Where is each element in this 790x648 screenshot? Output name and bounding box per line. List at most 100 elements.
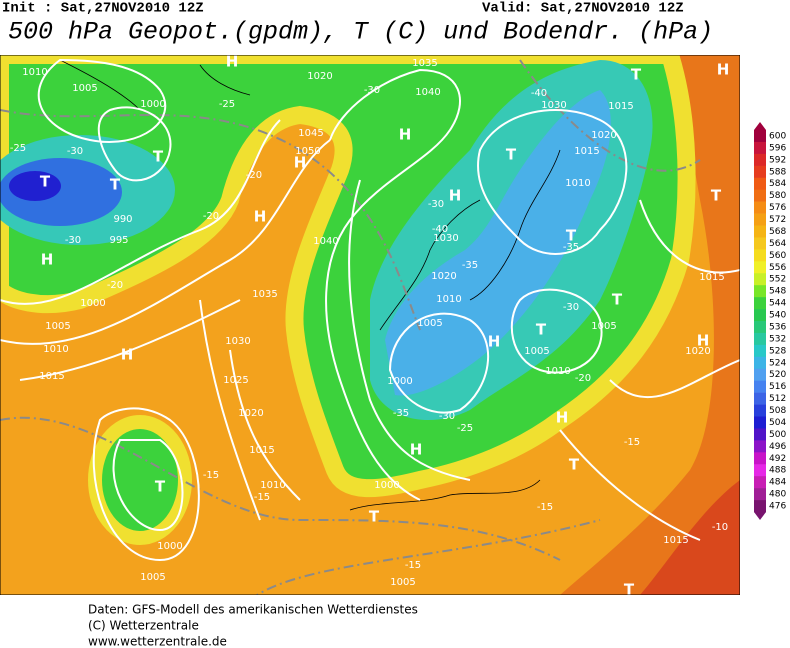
colorbar-label: 548	[769, 287, 786, 297]
colorbar-swatch	[754, 356, 766, 370]
contour-label: 1020	[431, 271, 456, 282]
pressure-center: T	[624, 581, 635, 599]
colorbar-label: 576	[769, 203, 786, 213]
contour-label: 1010	[436, 294, 461, 305]
colorbar-label: 552	[769, 275, 786, 285]
contour-label: -35	[563, 242, 579, 253]
colorbar-swatch	[754, 213, 766, 226]
colorbar-swatch	[754, 344, 766, 358]
contour-label: -25	[219, 99, 235, 110]
colorbar-swatch	[754, 261, 766, 274]
colorbar-label: 540	[769, 311, 786, 321]
pressure-center: H	[410, 441, 423, 459]
colorbar-label: 568	[769, 227, 786, 237]
contour-label: 1015	[699, 272, 724, 283]
pressure-center: H	[697, 332, 710, 350]
contour-label: 1020	[307, 71, 332, 82]
contour-label: 1010	[545, 366, 570, 377]
contour-label: 1005	[140, 572, 165, 583]
colorbar-label: 500	[769, 430, 786, 440]
contour-label: -30	[563, 302, 579, 313]
colorbar-arrow	[754, 512, 766, 520]
colorbar-swatch	[754, 380, 766, 393]
pressure-center: T	[569, 456, 580, 474]
contour-label: -15	[405, 560, 421, 571]
colorbar-swatch	[754, 488, 766, 501]
pressure-center: T	[536, 321, 547, 339]
pressure-center: H	[488, 333, 501, 351]
pressure-center: H	[226, 53, 239, 71]
contour-label: 1000	[80, 298, 105, 309]
contour-label: -20	[203, 211, 219, 222]
contour-label: -30	[439, 411, 455, 422]
colorbar-swatch	[754, 141, 766, 155]
contour-label: -40	[531, 88, 547, 99]
pressure-center: T	[612, 291, 623, 309]
contour-label: 1005	[417, 318, 442, 329]
coastline	[59, 59, 561, 511]
contour-label: -30	[65, 235, 81, 246]
colorbar-swatch	[754, 428, 766, 441]
contour-label: -25	[10, 143, 26, 154]
colorbar-label: 592	[769, 155, 786, 165]
contour-label: -30	[364, 85, 380, 96]
colorbar-swatch	[754, 464, 766, 477]
contour-label: 990	[113, 214, 132, 225]
contour-label: -30	[67, 146, 83, 157]
contour-label: 1020	[685, 346, 710, 357]
colorbar-swatch	[754, 392, 766, 405]
colorbar-label: 496	[769, 442, 786, 452]
colorbar-label: 536	[769, 322, 786, 332]
contour-label: 1020	[238, 408, 263, 419]
colorbar-swatch	[754, 440, 766, 453]
contour-label: 1015	[39, 371, 64, 382]
contour-label: 1015	[249, 445, 274, 456]
contour-label: 1000	[157, 541, 182, 552]
colorbar-label: 524	[769, 358, 786, 368]
contour-label: 1050	[295, 146, 320, 157]
colorbar-label: 512	[769, 394, 786, 404]
contour-label: 1030	[541, 100, 566, 111]
colorbar-arrow	[754, 122, 766, 130]
colorbar-label: 532	[769, 334, 786, 344]
pressure-center: T	[110, 176, 121, 194]
contour-label: 1020	[591, 130, 616, 141]
colorbar-swatch	[754, 285, 766, 298]
colorbar-swatch	[754, 225, 766, 238]
colorbar-label: 528	[769, 346, 786, 356]
map-field	[0, 55, 740, 595]
contour-label: 995	[109, 235, 128, 246]
map-labels: T T T H H H H H T H H T T T T H T T H T H T T H H 1010 1005 1000 990…	[10, 53, 729, 599]
colorbar-label: 504	[769, 418, 786, 428]
contour-label: -15	[624, 437, 640, 448]
contour-label: 1035	[412, 58, 437, 69]
colorbar-label: 564	[769, 239, 786, 249]
isobar	[0, 58, 740, 562]
colorbar-swatch	[754, 368, 766, 381]
colorbar-label: 596	[769, 143, 786, 153]
colorbar-swatch	[754, 177, 766, 190]
colorbar-swatch	[754, 452, 766, 465]
colorbar-label: 556	[769, 263, 786, 273]
valid-time: Valid: Sat,27NOV2010 12Z	[482, 1, 684, 17]
colorbar-swatch	[754, 321, 766, 334]
contour-label: 1005	[390, 577, 415, 588]
west-coldest	[9, 171, 61, 201]
contour-label: 1010	[260, 480, 285, 491]
contour-label: 1030	[433, 233, 458, 244]
contour-label: 1015	[574, 146, 599, 157]
colorbar-label: 580	[769, 191, 786, 201]
contour-label: 1025	[223, 375, 248, 386]
contour-label: 1010	[565, 178, 590, 189]
colorbar-swatch	[754, 416, 766, 429]
temperature-line	[0, 59, 701, 595]
pressure-center: T	[40, 173, 51, 191]
contour-label: 1015	[663, 535, 688, 546]
colorbar-label: 476	[769, 502, 786, 512]
colorbar-label: 480	[769, 490, 786, 500]
contour-label: -20	[246, 170, 262, 181]
pressure-center: H	[294, 154, 307, 172]
pressure-center: T	[711, 187, 722, 205]
colorbar-swatch	[754, 404, 766, 417]
colorbar-label: 516	[769, 382, 786, 392]
